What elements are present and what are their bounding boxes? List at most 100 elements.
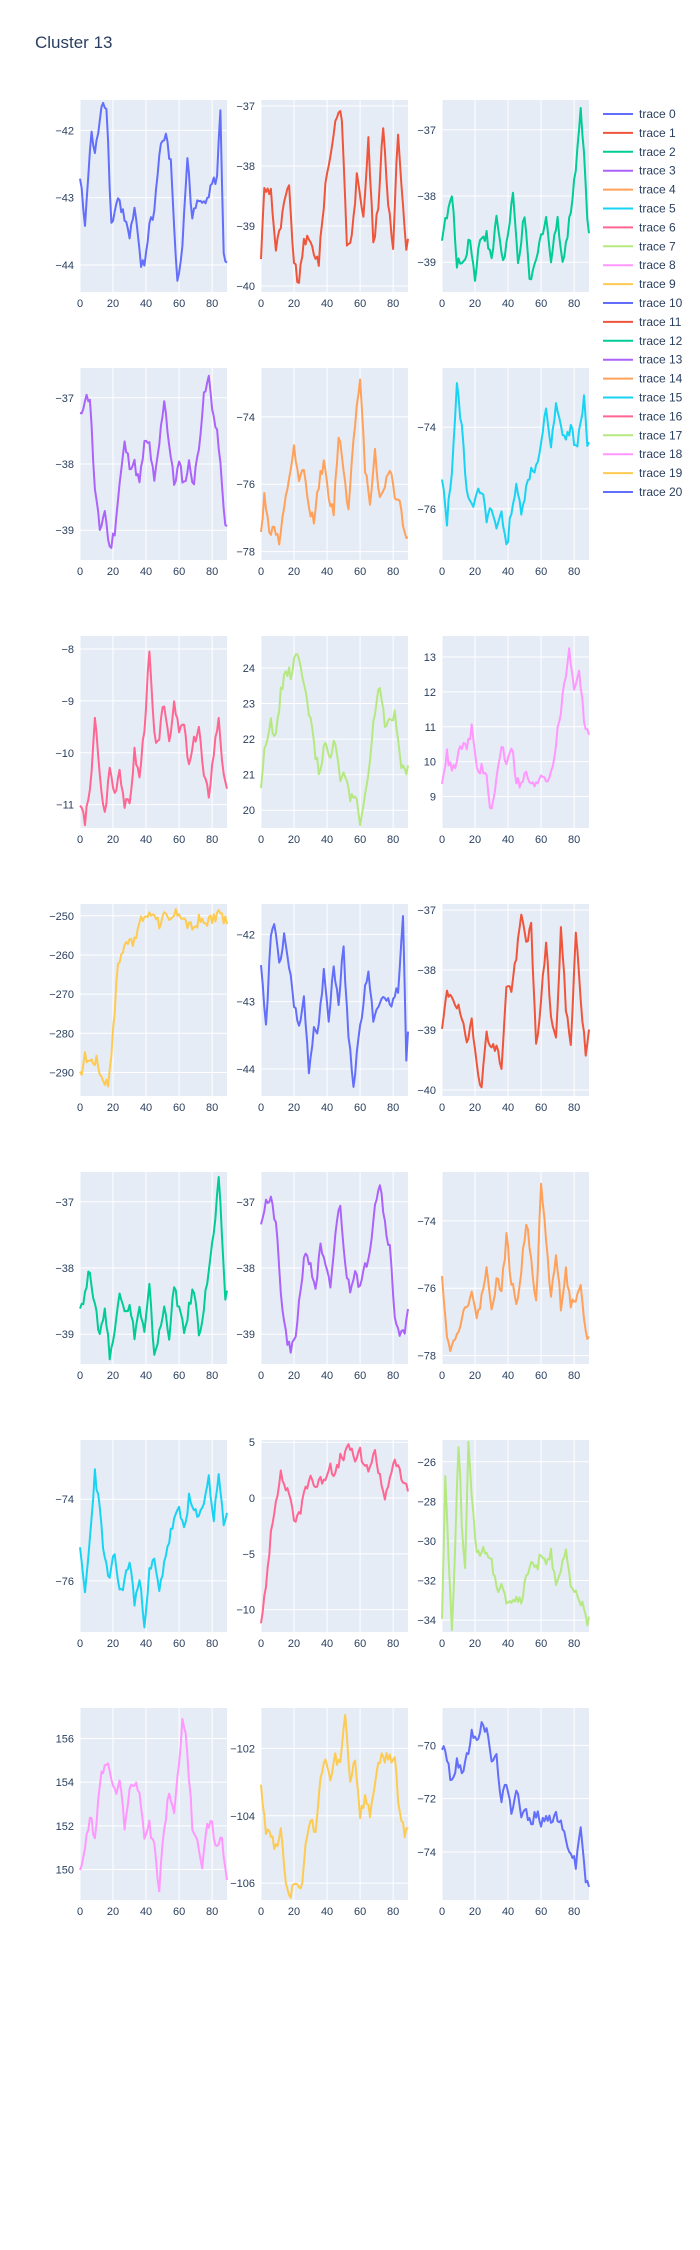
x-tick-label: 20	[469, 1638, 481, 1650]
series-line-trace-19	[260, 1714, 409, 1899]
plot-background	[261, 368, 408, 560]
y-tick-label: −38	[417, 965, 436, 977]
series-line-trace-8	[441, 647, 590, 810]
subplot-20: 0 20 40 60 80 −106 −104 −102	[230, 1708, 409, 1918]
series-line-trace-17	[441, 1440, 590, 1632]
x-tick-label: 40	[321, 1638, 333, 1650]
legend-label: trace 1	[639, 126, 676, 140]
x-tick-label: 80	[387, 1102, 399, 1114]
x-tick-label: 40	[502, 834, 514, 846]
subplot-16: 0 20 40 60 80 −76 −74	[55, 1440, 228, 1650]
x-tick-label: 60	[354, 298, 366, 310]
legend-label: trace 7	[639, 239, 676, 253]
subplot-19: 0 20 40 60 80 150 152 154 156	[56, 1708, 228, 1918]
x-tick-label: 20	[288, 834, 300, 846]
y-tick-label: −37	[236, 1197, 255, 1209]
x-tick-label: 0	[439, 1638, 445, 1650]
y-tick-label: −44	[55, 260, 74, 272]
y-tick-label: −38	[55, 1263, 74, 1275]
y-tick-label: 5	[249, 1437, 255, 1449]
y-tick-label: −76	[236, 479, 255, 491]
y-tick-label: −78	[236, 547, 255, 559]
subplot-17: 0 20 40 60 80 −10 −5 0 5	[236, 1437, 409, 1650]
y-tick-label: −40	[236, 281, 255, 293]
legend-label: trace 6	[639, 220, 676, 234]
y-tick-label: −106	[230, 1878, 255, 1890]
legend-label: trace 19	[639, 466, 683, 480]
x-tick-label: 60	[173, 834, 185, 846]
x-tick-label: 40	[502, 298, 514, 310]
x-tick-label: 20	[469, 1102, 481, 1114]
legend-label: trace 9	[639, 277, 676, 291]
legend-label: trace 12	[639, 334, 683, 348]
series-line-trace-20	[441, 1721, 590, 1888]
legend-label: trace 18	[639, 447, 683, 461]
x-tick-label: 40	[321, 298, 333, 310]
x-tick-label: 40	[502, 566, 514, 578]
plot-background	[442, 368, 589, 560]
x-tick-label: 80	[206, 1370, 218, 1382]
x-tick-label: 20	[469, 298, 481, 310]
legend-item: trace 14	[603, 372, 683, 386]
x-tick-label: 40	[140, 1906, 152, 1918]
legend-label: trace 14	[639, 372, 683, 386]
x-tick-label: 20	[107, 1370, 119, 1382]
y-tick-label: −76	[417, 1283, 436, 1295]
x-tick-label: 60	[173, 566, 185, 578]
y-tick-label: 152	[56, 1821, 74, 1833]
y-tick-label: 21	[243, 770, 255, 782]
y-tick-label: −34	[417, 1615, 436, 1627]
chart-title: Cluster 13	[35, 33, 113, 52]
x-tick-label: 40	[321, 1102, 333, 1114]
x-tick-label: 0	[258, 1638, 264, 1650]
legend-label: trace 16	[639, 409, 683, 423]
subplot-21: 0 20 40 60 80 −74 −72 −70	[417, 1708, 590, 1918]
x-tick-label: 60	[354, 566, 366, 578]
x-tick-label: 60	[354, 1906, 366, 1918]
y-tick-label: 13	[424, 652, 436, 664]
legend: trace 0 trace 1 trace 2 trace 3 trace 4 trace…	[603, 107, 683, 499]
plot-background	[442, 1172, 589, 1364]
x-tick-label: 0	[258, 834, 264, 846]
series-line-trace-11	[441, 913, 590, 1089]
x-tick-label: 80	[387, 834, 399, 846]
subplot-5: 0 20 40 60 80 −78 −76 −74	[236, 368, 409, 578]
x-tick-label: 80	[206, 834, 218, 846]
x-tick-label: 0	[439, 1102, 445, 1114]
legend-item: trace 11	[603, 315, 682, 329]
legend-label: trace 3	[639, 164, 676, 178]
y-tick-label: −9	[61, 696, 74, 708]
legend-label: trace 20	[639, 485, 683, 499]
x-tick-label: 80	[206, 1102, 218, 1114]
plot-background	[80, 904, 227, 1096]
x-tick-label: 20	[107, 1906, 119, 1918]
x-tick-label: 0	[258, 566, 264, 578]
y-tick-label: 10	[424, 757, 436, 769]
series-line-trace-10	[260, 915, 409, 1088]
y-tick-label: −43	[55, 193, 74, 205]
y-tick-label: −37	[55, 1197, 74, 1209]
y-tick-label: −74	[417, 422, 436, 434]
y-tick-label: −39	[55, 1329, 74, 1341]
series-line-trace-3	[79, 374, 228, 549]
y-tick-label: 0	[249, 1493, 255, 1505]
x-tick-label: 40	[321, 1370, 333, 1382]
plot-background	[261, 636, 408, 828]
x-tick-label: 20	[107, 566, 119, 578]
x-tick-label: 20	[288, 1370, 300, 1382]
series-line-trace-15	[79, 1468, 228, 1629]
y-tick-label: −76	[417, 504, 436, 516]
x-tick-label: 0	[77, 566, 83, 578]
y-tick-label: 24	[243, 663, 255, 675]
subplot-9: 0 20 40 60 80 9 10 11 12 13	[424, 636, 590, 846]
x-tick-label: 0	[439, 1370, 445, 1382]
x-tick-label: 60	[173, 1102, 185, 1114]
y-tick-label: −74	[55, 1494, 74, 1506]
x-tick-label: 80	[387, 298, 399, 310]
plot-background	[442, 904, 589, 1096]
x-tick-label: 20	[469, 1370, 481, 1382]
x-tick-label: 40	[140, 1638, 152, 1650]
x-tick-label: 60	[535, 1102, 547, 1114]
x-tick-label: 60	[535, 566, 547, 578]
subplot-18: 0 20 40 60 80 −34 −32 −30 −28 −26	[417, 1440, 590, 1650]
